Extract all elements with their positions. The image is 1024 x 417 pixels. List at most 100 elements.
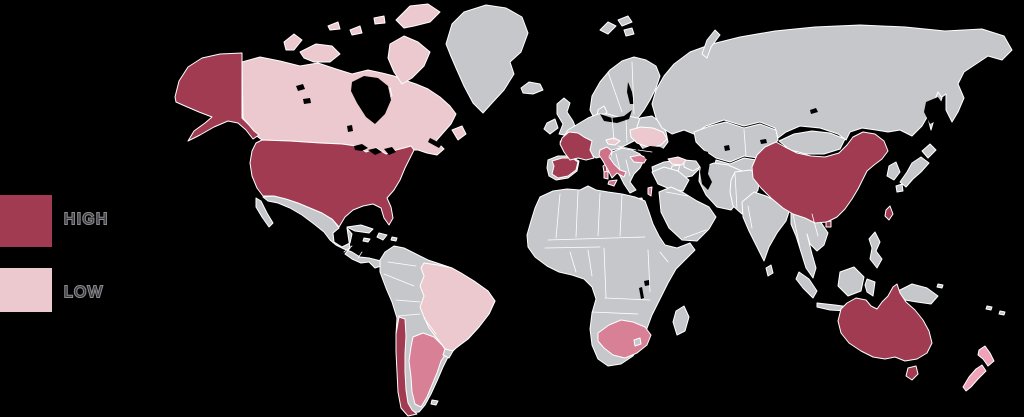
country-canada-banks-island [283,33,303,51]
country-new-zealand-group [962,345,995,392]
landmass-sumatra [795,271,818,299]
lake-winnipeg [347,125,353,132]
legend-swatch-high [0,195,52,247]
country-borders [343,61,819,335]
countries-medium [408,154,653,408]
landmass-ireland [543,118,559,135]
landmass-iraq-syria [651,166,690,192]
border-line-africa-8 [587,249,593,277]
great-slave-lake [303,98,311,104]
border-line-europe-3 [617,145,637,151]
border-line-africa-6 [544,246,601,249]
enclaves-neutral [442,337,642,359]
border-line-scandinavia-2 [631,61,635,115]
country-italy [598,146,627,179]
border-line-asia-3 [747,205,753,229]
country-czech-republic [605,137,621,146]
map-legend: HIGH LOW [0,195,109,312]
border-line-asia-2 [734,173,738,209]
country-chile [395,316,418,417]
border-line-central-america-2 [357,251,363,259]
landmass-pacific-island-3 [998,310,1006,316]
border-line-arabia-2 [683,229,707,239]
landmass-madagascar [672,305,690,336]
landmass-pacific-island-1 [936,283,944,289]
country-australia-tasmania [905,365,919,381]
border-line-europe-2 [625,119,628,143]
landmass-falkland-islands [430,399,439,406]
legend-label-low: LOW [64,284,104,301]
country-canada-arctic-island-1 [349,25,363,36]
border-line-south-america-5 [423,317,437,335]
landmass-lesotho [633,337,642,347]
border-line-africa-1 [547,236,646,241]
border-line-scandinavia-1 [607,71,623,113]
landmass-honshu [899,156,930,188]
landmass-novaya-zemlya [701,29,721,59]
country-canada-ellesmere-island [395,3,441,29]
great-lake-erie-ontario [384,147,396,155]
border-line-europe-1 [611,117,615,141]
landmass-arabia [658,186,717,242]
landmass-africa [526,185,696,367]
border-line-europe-5 [615,153,621,171]
st-lawrence-river [428,138,442,148]
country-south-africa [597,319,652,359]
border-line-africa-13 [659,251,669,263]
border-line-europe-4 [637,149,653,153]
lake-baikal [810,108,818,114]
black-sea [640,146,668,162]
country-china [751,131,889,224]
country-france [559,131,595,161]
great-bear-lake [296,84,305,91]
gulf-of-bothnia [627,82,634,104]
landmass-svalbard-1 [599,21,617,35]
lake-tanganyika [639,287,644,299]
baltic-sea [600,110,632,123]
country-bulgaria [629,154,648,164]
landmass-cuba [346,224,374,234]
country-canada-baffin-island [387,35,431,85]
border-line-south-america-2 [383,273,415,287]
great-lake-michigan-huron [368,148,382,155]
border-line-europe-6 [625,159,631,177]
landmass-iceland [520,81,544,95]
country-argentina [408,332,448,408]
country-israel [647,186,653,197]
country-spain [551,157,579,179]
border-line-asia-1 [743,129,747,157]
border-line-africa-2 [555,193,561,239]
landmass-pacific-island-2 [985,305,993,311]
landmass-new-guinea [897,283,939,305]
border-line-africa-11 [647,249,651,293]
country-new-zealand-north-island [977,345,995,367]
country-italy-group [598,146,627,187]
border-line-central-america-1 [343,245,353,253]
landmass-sulawesi [864,278,876,297]
landmass-baja-california [255,197,274,228]
legend-label-high: HIGH [64,211,109,228]
lake-balkhash [760,139,767,144]
country-usa-alaska [174,52,260,142]
country-italy-sicily [607,179,618,187]
landmass-hispaniola [376,232,388,241]
country-georgia [667,156,687,166]
landmass-russia [651,24,1013,141]
country-ukraine [629,126,668,149]
country-china-hainan [825,220,832,228]
landmass-uruguay [442,348,454,359]
hudson-bay [351,76,391,124]
water-bodies [296,76,945,299]
landmass-svalbard-3 [623,27,635,37]
landmass-azerbaijan [683,159,701,172]
landmass-borneo [837,266,865,297]
border-line-africa-12 [591,311,639,315]
border-line-south-america-1 [387,261,417,267]
country-australia [837,283,933,362]
border-line-africa-7 [569,251,577,273]
landmass-svalbard-2 [617,15,633,27]
border-line-africa-10 [604,297,651,301]
border-line-asia-5 [811,213,819,237]
landmass-korea [886,161,901,181]
